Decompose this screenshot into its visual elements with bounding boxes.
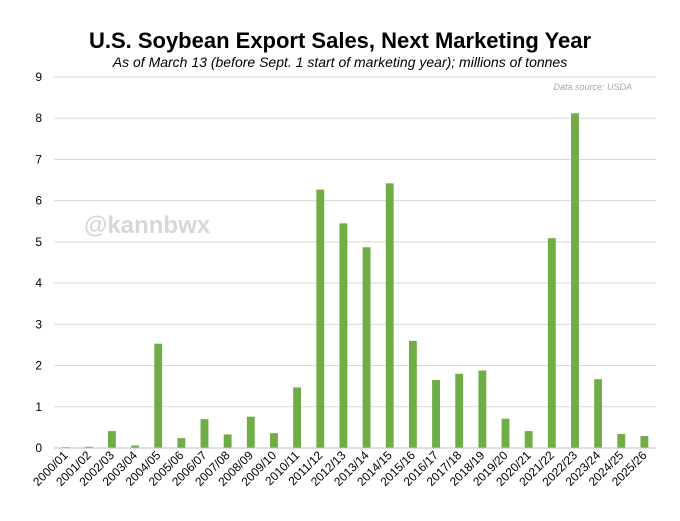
watermark: @kannbwx [84,212,211,239]
y-tick-label: 5 [35,235,42,249]
bar-2018-19 [478,370,487,448]
bar-2013-14 [362,247,371,448]
y-tick-label: 6 [35,194,42,208]
bar-2010-11 [293,387,302,448]
y-tick-label: 3 [35,317,42,331]
y-tick-label: 2 [35,359,42,373]
bar-2022-23 [571,113,579,448]
bar-2015-16 [408,340,417,448]
bar-2024-25 [617,433,626,448]
chart-title: U.S. Soybean Export Sales, Next Marketin… [88,28,592,53]
bar-2003-04 [131,445,139,448]
bar-2007-08 [223,434,232,448]
bar-2004-05 [154,343,163,448]
bar-2020-21 [524,431,533,448]
bar-2017-18 [455,373,464,448]
bar-2009-10 [270,433,278,448]
bar-2001-02 [84,446,93,448]
x-axis-ticks: 2000/012001/022002/032003/042004/052005/… [30,448,650,489]
bar-2021-22 [547,238,556,448]
bar-2025-26 [640,436,649,448]
bar-2006-07 [200,419,209,448]
y-tick-label: 4 [35,276,42,290]
bar-2008-09 [246,416,255,448]
y-tick-label: 7 [35,152,42,166]
source-note: Data source: USDA [553,82,632,92]
gridlines [54,76,656,408]
bar-2002-03 [107,431,116,448]
bars [61,113,649,448]
bar-2016-17 [432,379,440,448]
chart-subtitle: As of March 13 (before Sept. 1 start of … [112,54,568,70]
y-tick-label: 0 [35,441,42,455]
bar-2011-12 [316,189,325,448]
y-tick-label: 1 [35,400,42,414]
bar-2014-15 [385,183,394,448]
bar-2012-13 [339,223,348,448]
bar-2023-24 [594,379,603,448]
y-tick-label: 8 [35,111,42,125]
y-axis-ticks: 0 1 2 3 4 5 6 7 8 9 [35,70,42,455]
bar-2019-20 [501,418,510,448]
y-tick-label: 9 [35,70,42,84]
bar-2005-06 [177,438,186,448]
